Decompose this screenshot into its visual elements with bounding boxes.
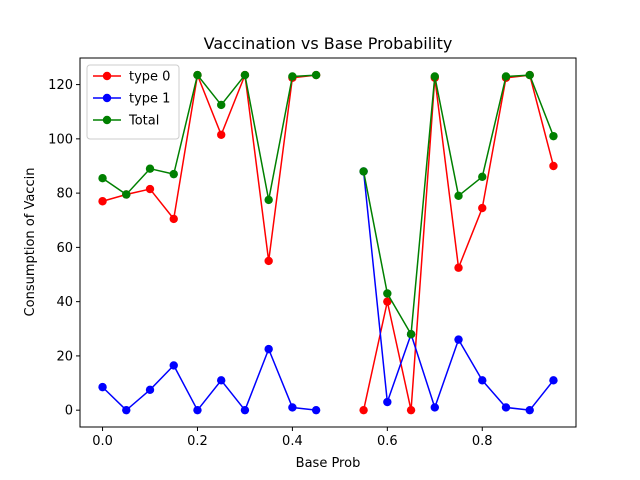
data-point-type-1	[98, 382, 107, 392]
data-point-total	[288, 72, 297, 81]
data-point-type-1	[549, 376, 558, 385]
data-point-total	[478, 172, 487, 182]
data-point-total	[217, 100, 226, 110]
y-tick-label: 60	[56, 241, 73, 256]
legend-label-total: Total	[128, 114, 159, 129]
data-point-type-1	[501, 403, 511, 412]
data-point-type-0	[359, 405, 368, 415]
chart-title: Vaccination vs Base Probability	[204, 34, 453, 53]
plot-area	[98, 70, 558, 415]
data-point-type-1	[264, 344, 273, 354]
series-line-type-1	[102, 348, 317, 411]
data-point-total	[406, 330, 416, 339]
legend: type 0 type 1 Total	[86, 64, 180, 140]
y-axis: 0 20 40 60 80 100 120	[48, 78, 80, 419]
x-axis: 0.0 0.2 0.4 0.6 0.8	[92, 427, 493, 449]
data-point-type-0	[383, 297, 392, 306]
x-tick-label: 0.8	[472, 434, 493, 449]
data-point-type-1	[288, 403, 297, 412]
data-point-type-0	[98, 197, 107, 206]
data-point-total	[501, 72, 511, 81]
data-point-type-1	[193, 405, 202, 415]
data-point-type-0	[406, 405, 416, 415]
data-point-total	[311, 70, 321, 80]
x-tick-label: 0.0	[92, 434, 113, 449]
data-point-total	[122, 190, 131, 199]
data-point-type-1	[383, 397, 392, 407]
data-point-type-1	[217, 376, 226, 385]
data-point-type-1	[454, 335, 463, 344]
data-point-type-0	[478, 203, 487, 213]
data-point-type-1	[430, 403, 439, 412]
data-point-total	[193, 70, 202, 80]
data-point-type-0	[549, 161, 558, 171]
data-point-total	[145, 164, 155, 173]
data-point-total	[549, 131, 558, 141]
x-tick-label: 0.2	[187, 434, 208, 449]
data-point-total	[169, 169, 178, 179]
data-point-total	[98, 174, 107, 183]
data-point-total	[264, 195, 273, 205]
series-line-type-0	[102, 74, 317, 262]
axes-frame	[79, 57, 577, 428]
x-tick-label: 0.4	[282, 434, 303, 449]
data-point-type-1	[311, 405, 321, 415]
data-point-type-0	[145, 184, 155, 194]
x-axis-label: Base Prob	[296, 456, 361, 471]
y-tick-label: 100	[48, 132, 73, 147]
data-point-type-1	[145, 385, 155, 395]
y-tick-label: 20	[56, 349, 73, 364]
y-tick-label: 120	[48, 78, 73, 93]
data-point-total	[383, 289, 392, 298]
legend-label-type-1: type 1	[129, 92, 170, 107]
legend-marker-type-1	[102, 93, 112, 103]
x-tick-label: 0.6	[377, 434, 398, 449]
data-point-type-1	[169, 361, 178, 370]
y-axis-label: Consumption of Vaccin	[23, 168, 38, 317]
data-point-type-1	[122, 405, 131, 415]
data-point-total	[359, 167, 368, 176]
y-tick-label: 80	[56, 187, 73, 202]
legend-marker-total	[102, 115, 112, 125]
legend-label-type-0: type 0	[129, 70, 170, 85]
legend-marker-type-0	[102, 71, 112, 81]
data-point-type-0	[454, 263, 463, 272]
series-line-total	[102, 74, 317, 201]
data-point-type-0	[217, 130, 226, 139]
data-point-type-1	[240, 405, 250, 415]
data-point-total	[454, 191, 463, 201]
y-tick-label: 40	[56, 295, 73, 310]
data-point-type-1	[525, 405, 534, 415]
data-point-total	[240, 70, 250, 80]
data-point-total	[525, 70, 534, 80]
data-point-type-1	[478, 376, 487, 385]
data-point-total	[430, 72, 439, 81]
y-tick-label: 0	[65, 404, 73, 419]
data-point-type-0	[169, 214, 178, 224]
data-point-type-0	[264, 256, 273, 266]
